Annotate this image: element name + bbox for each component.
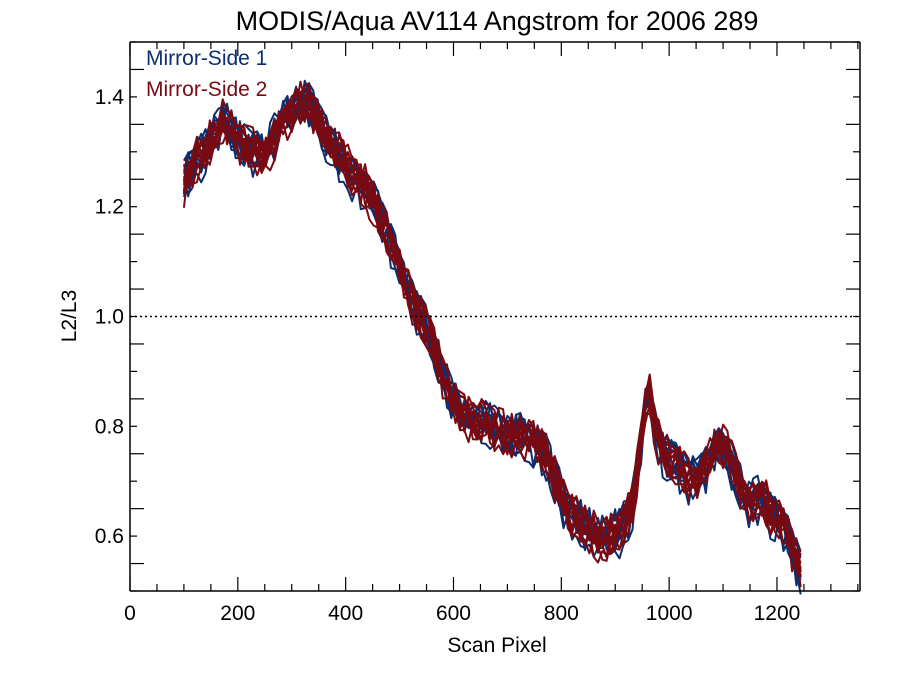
series-line-mirror-side-1: [183, 93, 802, 570]
series-line-mirror-side-1: [182, 90, 802, 552]
x-tick-label: 400: [328, 602, 363, 625]
series-line-mirror-side-1: [182, 83, 802, 578]
x-tick-label: 0: [124, 602, 136, 625]
series-line-mirror-side-2: [182, 97, 802, 588]
chart-title: MODIS/Aqua AV114 Angstrom for 2006 289: [236, 6, 759, 36]
x-tick-label: 1000: [646, 602, 693, 625]
ticks: [129, 41, 860, 592]
series-line-mirror-side-2: [183, 99, 802, 568]
series-line-mirror-side-2: [183, 104, 801, 562]
series-line-mirror-side-2: [182, 95, 802, 577]
x-tick-label: 200: [220, 602, 255, 625]
x-axis-label: Scan Pixel: [447, 634, 546, 657]
plot-lines: [182, 79, 802, 595]
tick-labels: 0 200 400 600 800 1000 1200 0.6 0.8 1.0 1.2 1.4: [95, 86, 801, 625]
y-tick-label: 1.4: [95, 86, 125, 109]
series-line-mirror-side-2: [182, 95, 802, 572]
legend-entry-mirror-side-2: Mirror-Side 2: [146, 78, 267, 101]
axes: [129, 41, 861, 592]
series-line-mirror-side-1: [182, 92, 802, 581]
y-tick-label: 1.0: [95, 306, 124, 329]
legend-entry-mirror-side-1: Mirror-Side 1: [146, 47, 267, 70]
y-axis-label: L2/L3: [58, 290, 81, 343]
series-line-mirror-side-1: [182, 100, 802, 587]
series-line-mirror-side-2: [183, 80, 802, 560]
series-line-mirror-side-1: [182, 88, 802, 566]
series-line-mirror-side-2: [183, 91, 802, 574]
x-tick-label: 1200: [754, 602, 801, 625]
legend: Mirror-Side 1 Mirror-Side 2: [146, 47, 267, 101]
y-tick-label: 0.8: [95, 415, 124, 438]
x-tick-label: 800: [544, 602, 579, 625]
series-line-mirror-side-2: [182, 86, 802, 573]
series-line-mirror-side-1: [183, 98, 802, 557]
series-line-mirror-side-1: [182, 101, 802, 595]
series-line-mirror-side-2: [182, 105, 802, 574]
y-tick-label: 1.2: [95, 196, 124, 219]
x-tick-label: 600: [436, 602, 471, 625]
y-tick-label: 0.6: [95, 525, 124, 548]
